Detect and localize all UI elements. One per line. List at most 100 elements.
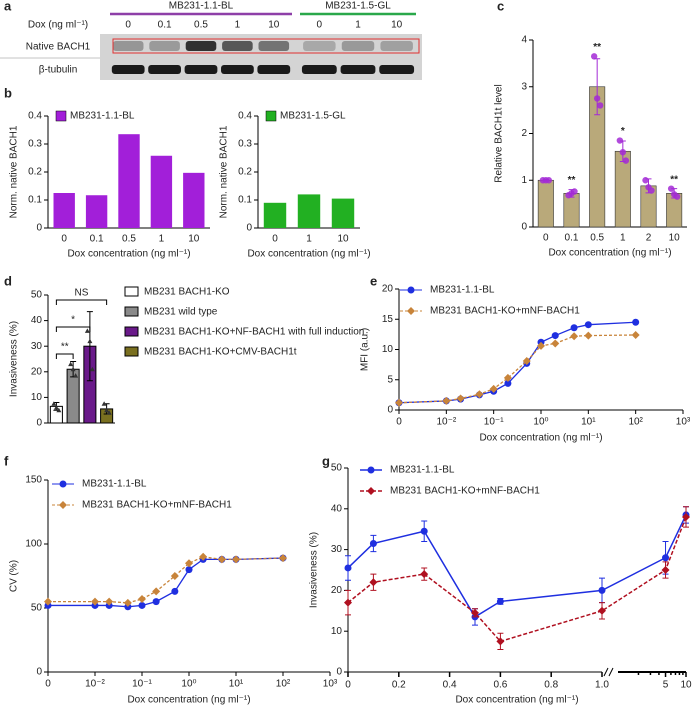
bar [263,202,287,228]
legend-swatch [124,286,139,297]
x-axis-label: Dox concentration (ng ml⁻¹) [247,249,370,260]
marker [105,597,114,606]
marker [598,586,606,594]
marker [584,331,593,340]
marker [185,559,193,568]
y-tick-label: 10 [331,626,343,637]
marker [537,341,545,350]
marker [475,390,484,399]
y-tick-label: 50 [331,463,343,474]
data-point [590,53,598,60]
marker [232,555,240,564]
bar [150,155,173,228]
x-tick-label: 0 [543,233,549,244]
significance: ** [593,42,601,53]
y-axis-label: Norm. native BACH1 [219,125,230,218]
y-tick-label: 20 [382,284,394,295]
bar [297,194,321,228]
legend-swatch [124,326,139,337]
marker [217,555,226,564]
y-tick-label: 0.2 [28,167,42,178]
data-point [73,373,79,378]
data-point [571,188,578,195]
x-tick-label: 0 [61,234,67,245]
tubulin-band [111,65,145,74]
y-tick-label: 20 [31,366,43,377]
marker [682,512,690,521]
marker [369,539,377,547]
panel-letter: e [370,273,377,288]
y-tick-label: 40 [331,503,343,514]
y-axis-label: Invasiveness (%) [309,532,320,608]
native-band [258,41,290,51]
group-label: MB231-1.1-BL [169,1,234,12]
x-tick-label: 10³ [323,679,338,690]
x-axis-label: Dox concentration (ng ml⁻¹) [67,249,190,260]
data-point [51,401,57,406]
y-axis-label: Norm. native BACH1 [9,125,20,218]
x-tick-label: 0.1 [90,234,104,245]
significance: ** [568,175,576,186]
bar [331,198,355,228]
legend-swatch [55,110,67,122]
y-tick-label: 3 [521,81,527,92]
x-tick-label: 1 [159,234,165,245]
legend-label: MB231 BACH1-KO+mNF-BACH1 [430,306,580,317]
data-point [648,187,655,194]
marker [367,466,375,474]
lane-label: 0 [125,20,131,31]
marker [152,598,160,606]
y-tick-label: 0.1 [238,195,252,206]
y-tick-label: 0 [36,223,42,234]
lane-label: 10 [268,20,280,31]
x-tick-label: 0 [272,234,278,245]
x-axis-label: Dox concentration (ng ml⁻¹) [455,695,578,705]
data-point [545,177,553,184]
x-tick-label: 1 [620,233,626,244]
native-band [303,41,336,51]
data-point [667,185,675,192]
x-tick-label: 1 [306,234,312,245]
y-tick-label: 0.4 [28,111,42,122]
marker [369,578,378,587]
marker [123,598,132,607]
group-label: MB231-1.5-GL [325,1,391,12]
marker [442,396,451,405]
row-label: Native BACH1 [26,42,91,53]
panel-letter: f [4,453,9,468]
data-point [101,401,107,406]
marker [456,394,465,403]
marker [420,527,428,535]
legend-label: MB231-1.5-GL [280,111,346,122]
y-tick-label: 50 [31,603,43,614]
marker [632,318,640,326]
marker [551,339,560,348]
y-tick-label: 0.1 [28,195,42,206]
bar [118,134,140,228]
marker [44,597,52,606]
data-point [596,102,604,109]
marker [598,606,606,615]
y-tick-label: 0 [521,222,527,233]
y-tick-label: 0 [387,405,393,416]
x-tick-label: 10⁰ [181,679,196,690]
legend-label: MB231 BACH1-KO+CMV-BACH1t [144,347,297,358]
y-tick-label: 1 [521,175,527,186]
y-tick-label: 100 [25,539,42,550]
y-tick-label: 30 [31,341,43,352]
x-tick-label: 10 [188,234,200,245]
marker [344,564,352,572]
tubulin-band [340,65,376,74]
native-band [112,41,144,51]
y-tick-label: 5 [387,374,393,385]
legend-label: MB231-1.1-BL [70,111,135,122]
x-tick-label: 10 [669,233,681,244]
legend-label: MB231 wild type [144,307,218,318]
x-tick-label: 10¹ [581,417,596,428]
x-tick-label: 5 [663,680,669,691]
x-tick-label: 1.0 [595,680,609,691]
y-tick-label: 0 [36,418,42,429]
native-band [149,41,180,51]
data-point [622,157,630,164]
